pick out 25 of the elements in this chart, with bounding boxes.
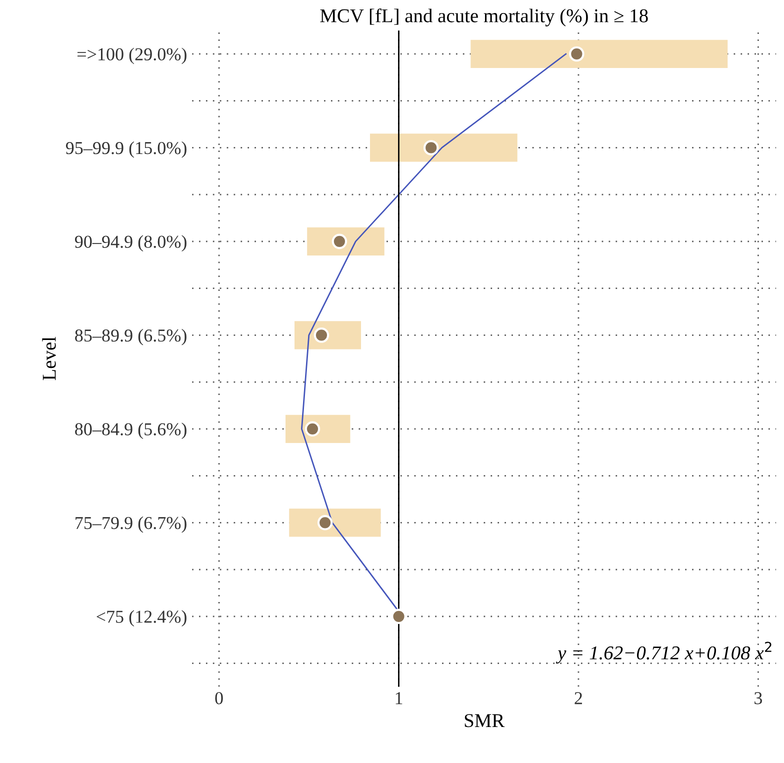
y-tick-label: 90–94.9 (8.0%)	[74, 235, 186, 252]
y-tick-label: 95–99.9 (15.0%)	[66, 141, 186, 158]
y-tick-label: 85–89.9 (6.5%)	[75, 328, 186, 346]
y-tick-label: 75–79.9 (6.7%)	[76, 516, 186, 533]
y-axis-title: Level	[42, 336, 56, 380]
chart-title: MCV [fL] and acute mortality (%) in ≥ 18	[320, 8, 648, 26]
x-axis-title: SMR	[464, 714, 505, 728]
x-tick-label: 2	[574, 692, 582, 704]
y-tick-label: <75 (12.4%)	[96, 610, 186, 627]
bar	[470, 40, 728, 68]
x-tick-label: 0	[215, 692, 223, 704]
point	[304, 421, 320, 437]
y-tick-label: 80–84.9 (5.6%)	[75, 422, 186, 440]
bar	[370, 134, 518, 162]
y-tick-label: =>100 (29.0%)	[78, 48, 186, 64]
bar	[289, 508, 381, 537]
x-tick-label: 3	[754, 692, 762, 704]
annotation: y = 1.62−0.712 x+0.108 x$^{2}$	[556, 642, 772, 664]
point	[332, 234, 348, 250]
point	[317, 515, 333, 530]
point	[391, 608, 406, 624]
x-tick-label: 1	[396, 692, 402, 704]
point	[314, 328, 330, 343]
point	[569, 46, 584, 62]
point	[423, 140, 439, 156]
